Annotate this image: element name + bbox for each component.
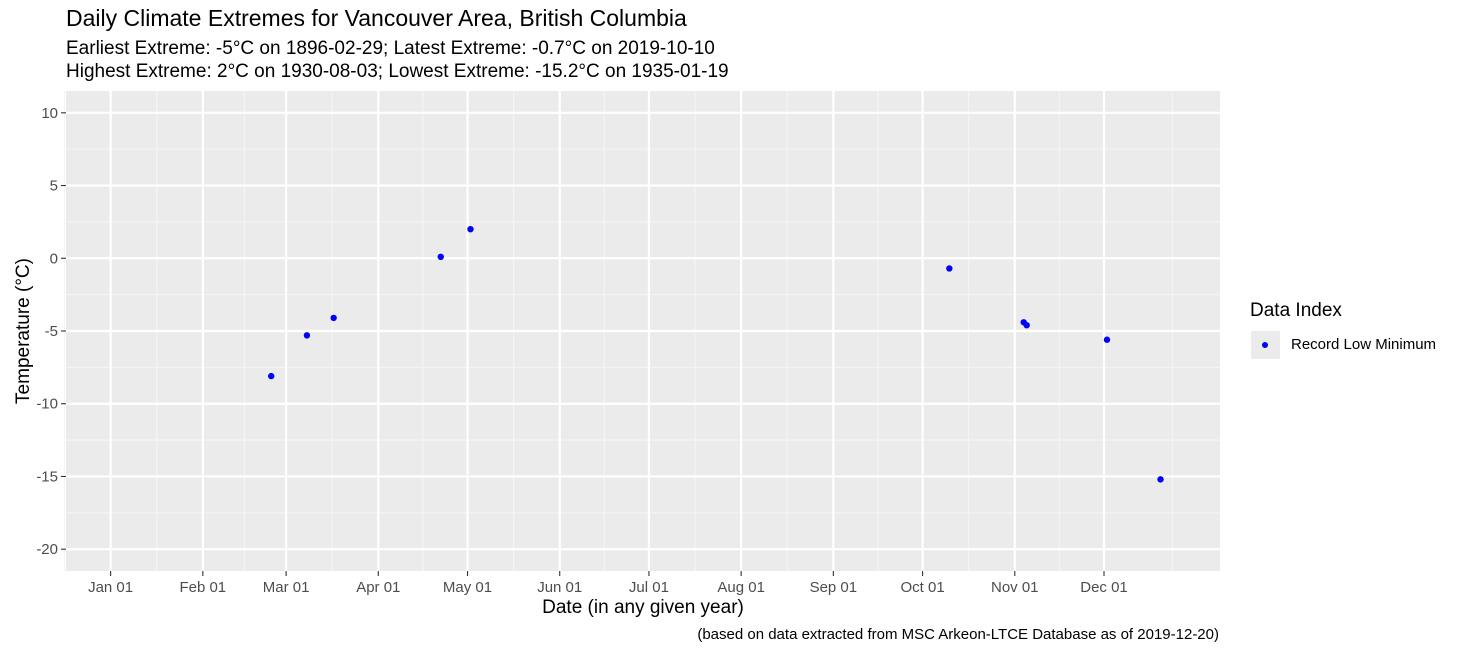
data-point (467, 225, 474, 233)
data-point (946, 265, 953, 272)
legend-label-record-low-minimum: Record Low Minimum (1291, 336, 1437, 353)
major-gridlines (66, 91, 1220, 571)
y-tick-label: -10 (36, 396, 58, 413)
y-axis: 10 5 0 -5 -10 -15 -20 (36, 105, 66, 558)
y-tick-label: 5 (50, 178, 58, 195)
data-point (268, 372, 275, 380)
x-tick-label: Apr 01 (356, 579, 400, 596)
x-tick-label: Jan 01 (88, 579, 133, 596)
legend-key (1251, 331, 1280, 359)
x-axis-label: Date (in any given year) (542, 597, 744, 618)
data-point (1023, 321, 1030, 329)
x-tick-label: Feb 01 (179, 579, 226, 596)
legend-marker (1262, 342, 1268, 348)
y-tick-label: 0 (50, 250, 58, 267)
x-tick-label: May 01 (443, 579, 492, 596)
y-tick-label: -15 (36, 468, 58, 485)
chart-caption: (based on data extracted from MSC Arkeon… (697, 626, 1219, 643)
y-tick-label: -20 (36, 541, 58, 558)
data-point (437, 253, 444, 261)
y-tick-label: -5 (45, 323, 58, 340)
x-axis: Jan 01 Feb 01 Mar 01 Apr 01 May 01 Jun 01 Jul … (88, 571, 1128, 596)
chart-subtitle-line-1: Earliest Extreme: -5°C on 1896-02-29; La… (66, 38, 715, 59)
y-tick-label: 10 (41, 105, 58, 122)
x-tick-label: Jun 01 (537, 579, 582, 596)
chart-title: Daily Climate Extremes for Vancouver Are… (66, 5, 687, 31)
data-points (268, 225, 1164, 483)
x-tick-label: Jul 01 (629, 579, 669, 596)
data-point (303, 332, 311, 339)
data-point (1157, 476, 1164, 483)
legend-title: Data Index (1250, 300, 1342, 321)
x-tick-label: Dec 01 (1080, 579, 1128, 596)
x-tick-label: Nov 01 (991, 579, 1039, 596)
chart-subtitle-line-2: Highest Extreme: 2°C on 1930-08-03; Lowe… (66, 61, 729, 82)
y-axis-label: Temperature (°C) (13, 258, 34, 404)
x-tick-label: Oct 01 (900, 579, 944, 596)
x-tick-label: Aug 01 (717, 579, 765, 596)
x-tick-label: Sep 01 (810, 579, 858, 596)
x-tick-label: Mar 01 (263, 579, 310, 596)
data-point (1103, 336, 1111, 343)
data-point (330, 314, 337, 322)
